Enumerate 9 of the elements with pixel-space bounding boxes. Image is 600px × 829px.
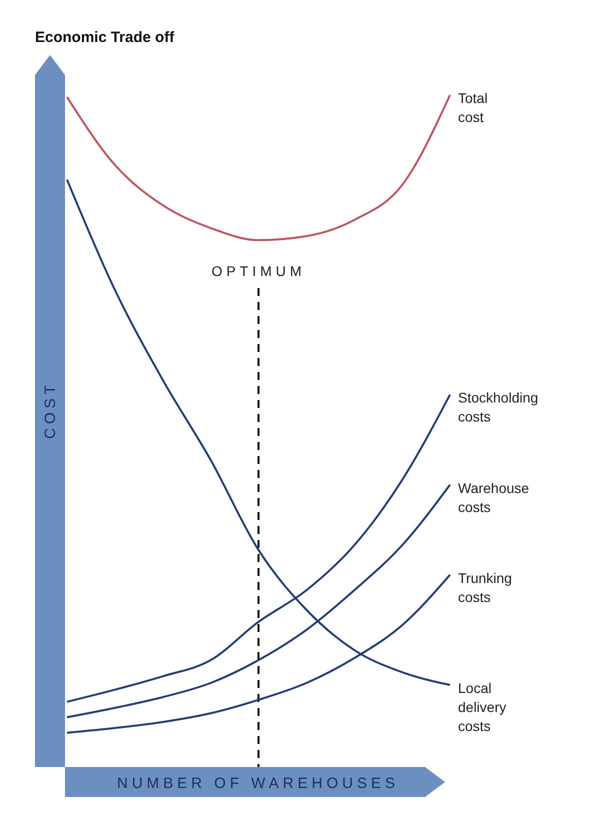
x-axis-title: NUMBER OF WAREHOUSES bbox=[117, 775, 399, 792]
series-label: Trunking costs bbox=[458, 570, 512, 605]
chart-title: Economic Trade off bbox=[35, 29, 176, 46]
series-label: Local delivery costs bbox=[458, 680, 506, 734]
annotation: OPTIMUM bbox=[211, 263, 306, 279]
series-label: Warehouse costs bbox=[458, 480, 530, 515]
y-axis-title: COST bbox=[42, 381, 59, 439]
series-label: Stockholding costs bbox=[458, 390, 538, 425]
series-label: Total cost bbox=[458, 90, 488, 125]
